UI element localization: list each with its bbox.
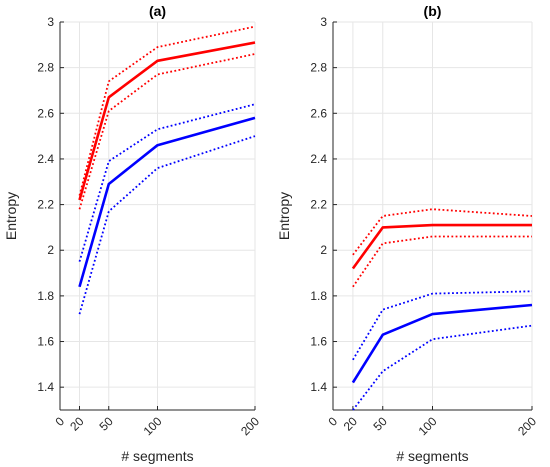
y-tick-label: 3 [320,15,327,29]
chart-panel-a: 1.4 1.6 1.8 2 2.2 2.4 2.6 2.8 3 0 20 50 100 200 (a) # s… [3,3,262,464]
x-axis-label: # segments [121,448,193,464]
x-tick-label: 100 [141,414,165,438]
blue-solid-series-line [351,303,533,384]
blue-solid-series-line [78,116,256,288]
y-axis-label: Entropy [276,192,292,240]
chart-title: (b) [424,3,442,19]
y-tick-label: 2.4 [37,152,54,166]
y-tick-label: 1.4 [310,380,327,394]
chart-panel-b: 1.4 1.6 1.8 2 2.2 2.4 2.6 2.8 3 0 20 50 100 200 (b) # s… [276,3,539,464]
y-tick-label: 2.6 [37,106,54,120]
red-solid-series-line [351,223,532,270]
y-tick-label: 2.6 [310,106,327,120]
x-tick-label: 20 [341,414,361,434]
y-tick-label: 1.8 [37,289,54,303]
y-tick-label: 1.6 [310,335,327,349]
x-tick-label: 20 [67,414,87,434]
y-tick-label: 2.8 [310,61,327,75]
blue-dotted-series-line [352,290,533,361]
y-tick-label: 2.8 [37,61,54,75]
red-dotted-series-line [352,235,532,288]
x-tick-label: 50 [97,414,117,434]
y-tick-label: 2 [47,243,54,257]
x-tick-label: 100 [416,414,440,438]
blue-dotted-series-line [78,103,256,262]
y-tick-label: 1.6 [37,335,54,349]
x-axis-label: # segments [396,448,468,464]
x-tick-label: 0 [325,414,340,429]
blue-dotted-series-line [78,135,256,315]
y-axis-label: Entropy [3,192,19,240]
y-tick-label: 2.2 [37,198,54,212]
y-tick-label: 3 [47,15,54,29]
y-tick-label: 1.4 [37,380,54,394]
y-tick-label: 2.4 [310,152,327,166]
red-dotted-series-line [78,25,256,196]
y-tick-label: 2.2 [310,198,327,212]
y-tick-label: 2 [320,243,327,257]
red-dotted-series-line [78,53,256,210]
red-solid-series-line [78,41,256,201]
chart-title: (a) [149,3,166,19]
y-tick-label: 1.8 [310,289,327,303]
x-tick-label: 0 [52,414,67,429]
x-tick-label: 200 [515,414,539,438]
x-tick-label: 200 [238,414,262,438]
x-tick-label: 50 [371,414,391,434]
